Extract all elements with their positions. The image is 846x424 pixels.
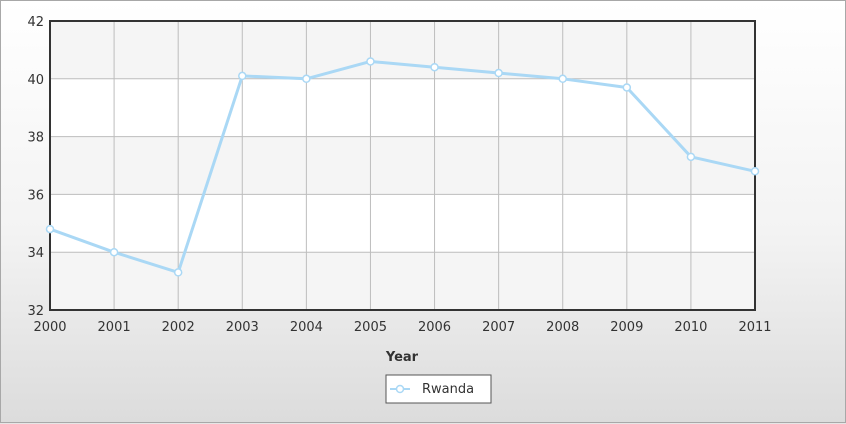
legend[interactable]: Rwanda: [385, 374, 492, 404]
x-tick-label: 2001: [98, 320, 131, 335]
y-tick-label: 34: [27, 246, 44, 261]
x-tick-label: 2002: [162, 320, 195, 335]
plot-bands: [50, 21, 755, 310]
x-tick-label: 2004: [290, 320, 323, 335]
plot-band: [50, 252, 755, 310]
data-point[interactable]: [366, 57, 375, 66]
x-axis-title: Year: [385, 350, 419, 365]
data-point[interactable]: [173, 268, 183, 277]
x-tick-label: 2005: [354, 320, 387, 335]
data-point[interactable]: [430, 62, 439, 72]
x-tick-label: 2006: [418, 320, 451, 335]
x-tick-label: 2011: [738, 320, 771, 335]
x-tick-label: 2003: [226, 320, 259, 335]
y-tick-label: 38: [27, 131, 44, 146]
plot-band: [50, 136, 755, 195]
x-tick-label: 2008: [546, 320, 579, 335]
plot-border: [49, 20, 756, 311]
y-tick-label: 40: [27, 73, 44, 88]
data-point[interactable]: [238, 71, 247, 81]
x-tick-label: 2000: [33, 320, 66, 335]
plot-band: [50, 21, 755, 79]
data-point[interactable]: [109, 247, 119, 257]
data-point[interactable]: [558, 74, 567, 84]
data-point[interactable]: [302, 74, 311, 84]
series-line-rwanda: [49, 59, 756, 274]
data-point[interactable]: [494, 68, 503, 78]
x-axis-tick-labels: 2000 2001 2002 2003 2004 2005 2006 2007 2008 2009…: [33, 320, 771, 335]
y-tick-label: 32: [27, 304, 44, 319]
x-tick-label: 2010: [674, 320, 707, 335]
legend-label-rwanda: Rwanda: [422, 382, 474, 397]
x-tick-label: 2007: [482, 320, 515, 335]
data-point[interactable]: [750, 167, 760, 176]
legend-series-marker: [395, 384, 405, 394]
data-point[interactable]: [45, 224, 55, 234]
y-tick-label: 42: [27, 15, 44, 30]
series-layer: [45, 57, 760, 277]
data-point[interactable]: [622, 83, 632, 92]
x-tick-label: 2009: [610, 320, 643, 335]
data-point[interactable]: [686, 152, 696, 162]
y-axis-tick-labels: 32 34 36 38 40 42: [27, 15, 44, 319]
y-tick-label: 36: [27, 188, 44, 203]
